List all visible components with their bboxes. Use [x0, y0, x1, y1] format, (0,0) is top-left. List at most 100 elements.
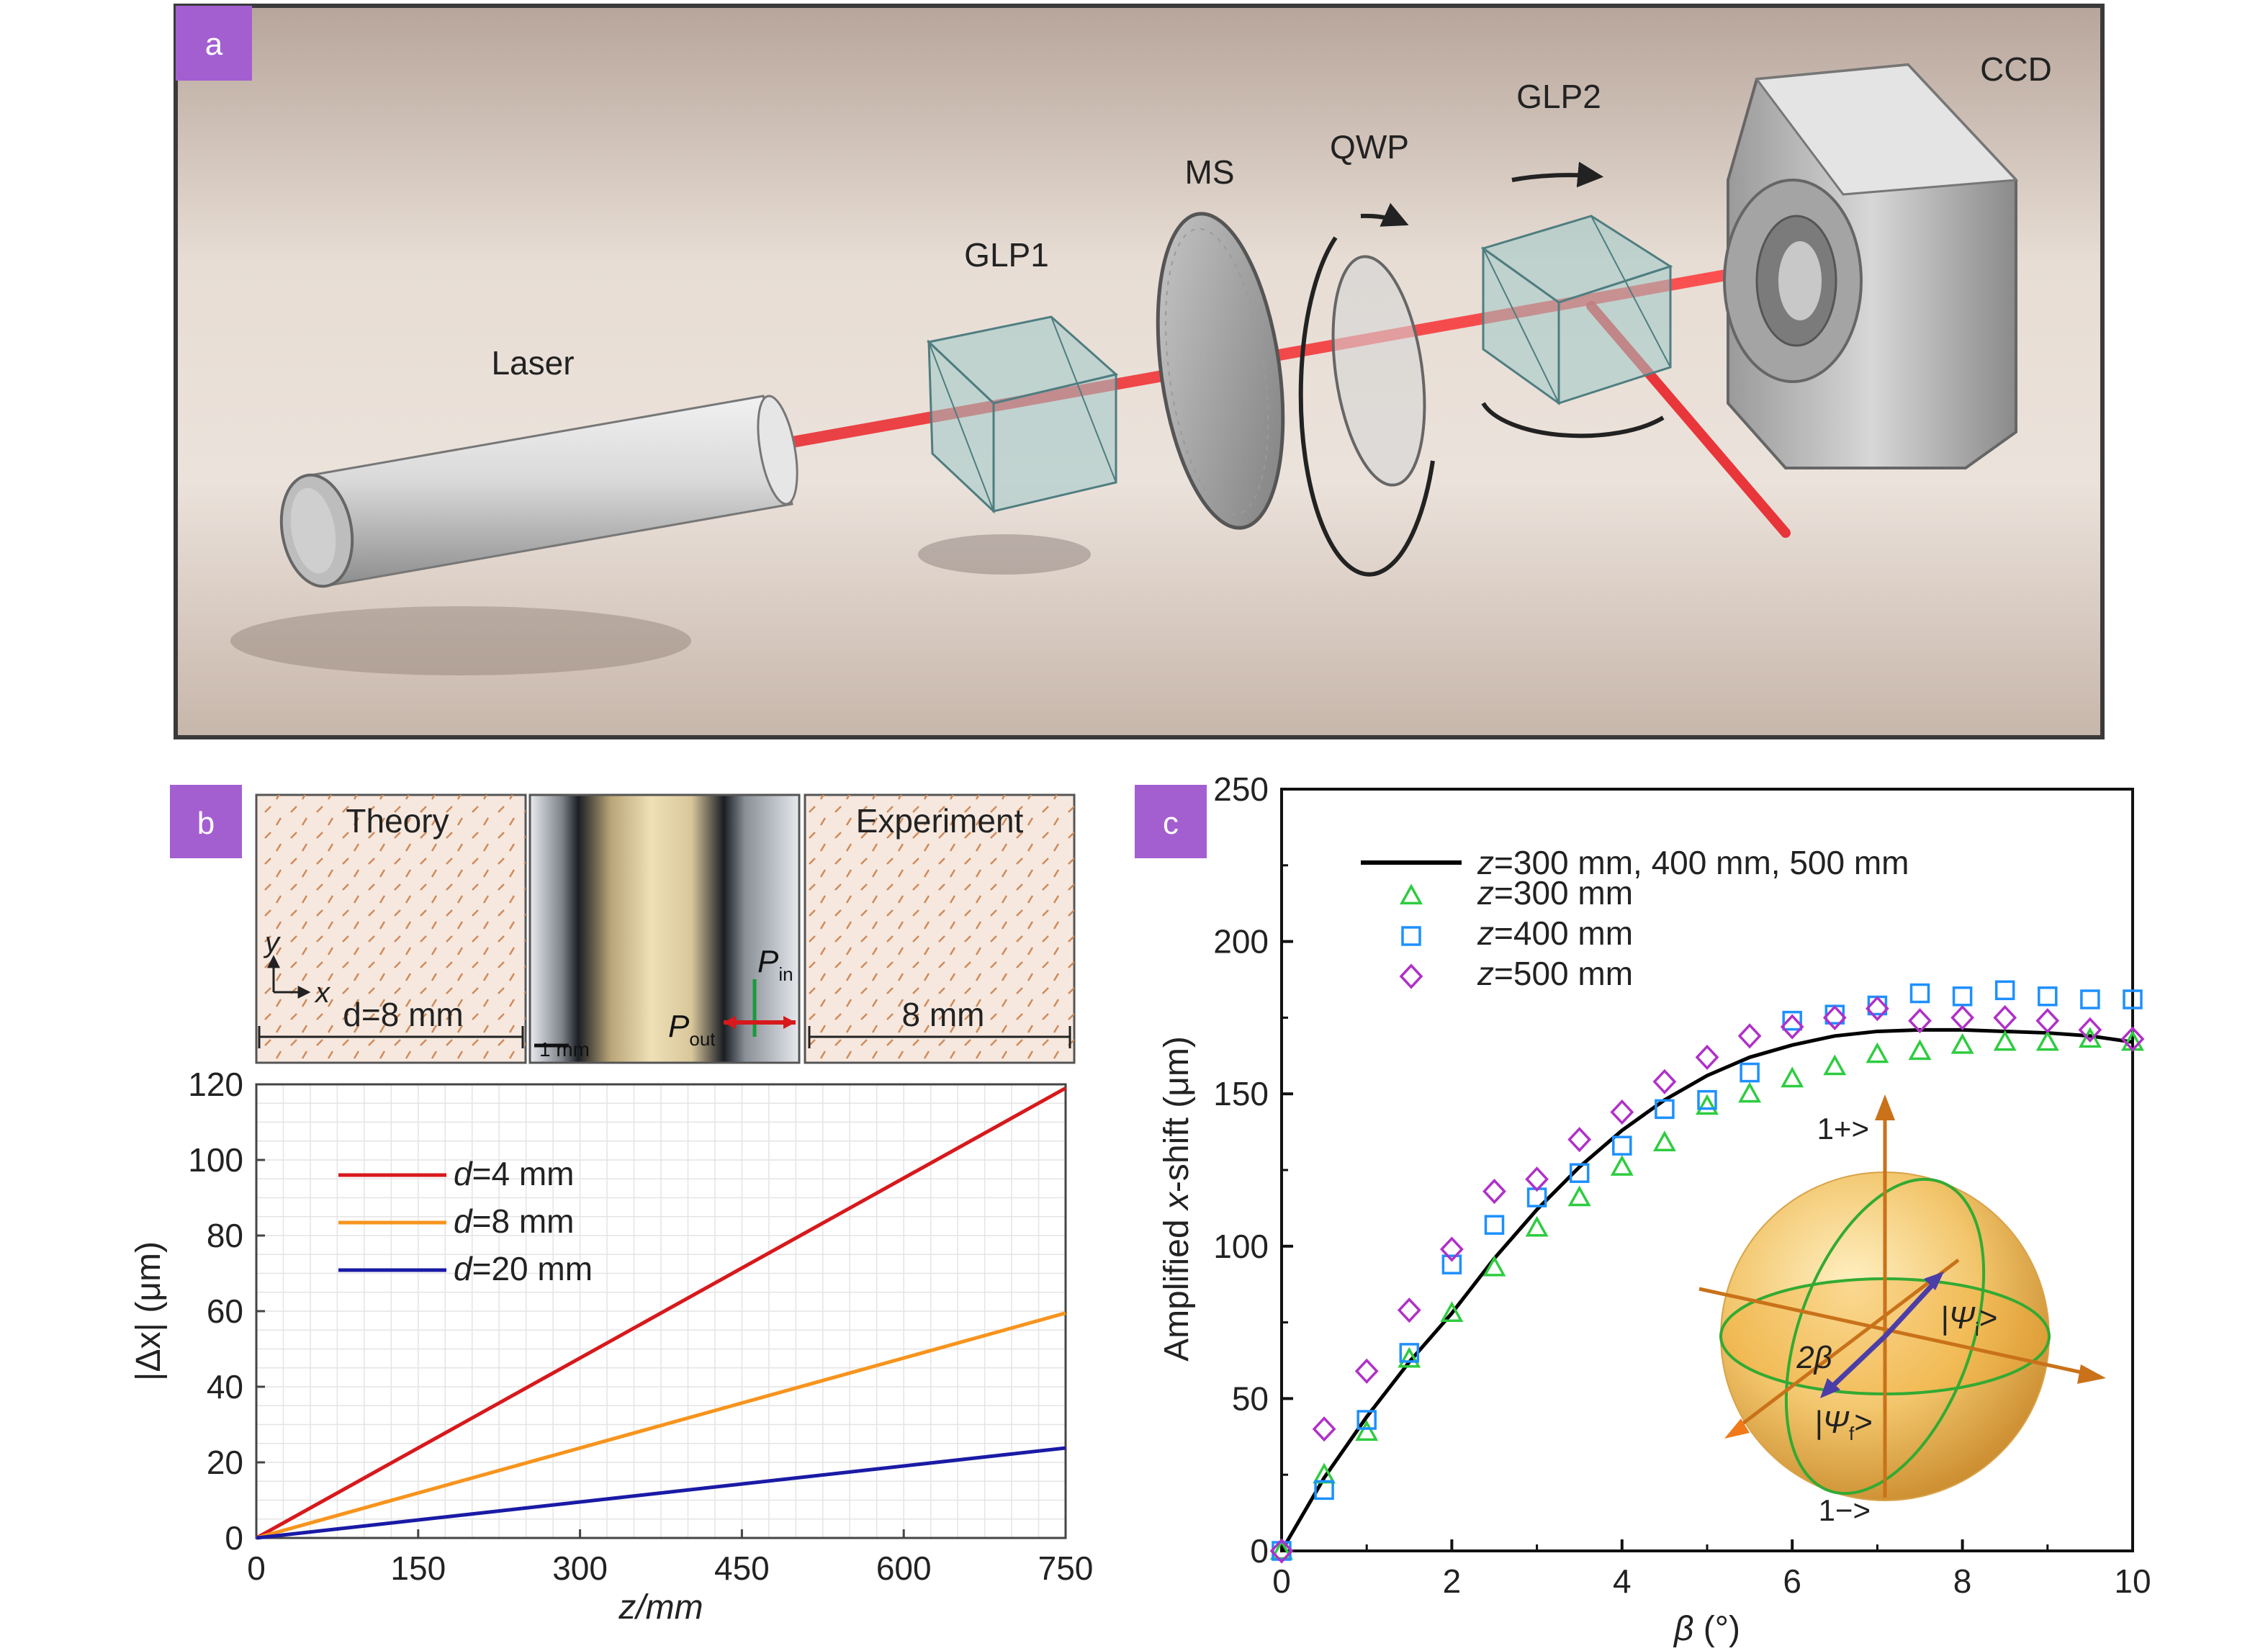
psi-f-label: |Ψf> — [1814, 1405, 1873, 1444]
x-axis-label-c: β (°) — [1673, 1610, 1740, 1648]
point-c-diamond — [1440, 1236, 1464, 1262]
point-c-triangle — [2035, 1030, 2059, 1051]
point-c-triangle — [1652, 1130, 1676, 1152]
y-tick-label-c: 250 — [1213, 770, 1269, 808]
point-c-triangle — [1398, 1346, 1421, 1368]
point-c-square — [1612, 1135, 1632, 1156]
legend-marker-c-1 — [1401, 926, 1421, 946]
legend-label-b-0-rest: =4 mm — [472, 1155, 575, 1192]
p-out-arrowhead-right — [783, 1016, 796, 1029]
laser-shadow — [230, 606, 691, 675]
label-ms: MS — [1185, 153, 1235, 191]
legend-label-b-0-var: d — [454, 1155, 473, 1192]
y-axis-label-c-pre: Amplified — [1158, 1210, 1196, 1362]
legend-label-c-line: z=300 mm, 400 mm, 500 mm — [1477, 844, 1909, 881]
theory-curve-c — [1279, 1027, 2133, 1552]
pole-bottom-label: 1−> — [1819, 1493, 1871, 1527]
point-c-diamond — [1312, 1416, 1336, 1442]
series-line-b-1 — [256, 1311, 1066, 1540]
legend-label-c-2-rest: =500 mm — [1494, 955, 1633, 992]
y-axis-label-c-var: x — [1158, 1191, 1196, 1211]
point-c-triangle — [1696, 1094, 1719, 1115]
psi-i-arrowhead-icon — [1924, 1272, 1944, 1290]
laser-device-icon — [279, 395, 798, 588]
glp2-rotation-arrow-icon — [1511, 161, 1604, 188]
y-tick-label-b: 0 — [225, 1519, 243, 1557]
point-c-square — [1655, 1099, 1675, 1120]
bloch-sphere-inset: 1+> 1−> 2β |Ψi> |Ψf> — [1698, 1094, 2106, 1527]
glp1-shadow — [918, 534, 1091, 575]
y-tick-label-b: 100 — [188, 1141, 243, 1179]
point-c-triangle — [1908, 1039, 1932, 1061]
point-c-square — [1994, 980, 2015, 1001]
p-out-arrowhead-left — [724, 1016, 736, 1029]
x-axis-label-b: z/mm — [618, 1588, 703, 1627]
legend-label-c-line-rest: =300 mm, 400 mm, 500 mm — [1494, 844, 1909, 881]
ccd-camera-icon — [1723, 63, 2019, 469]
panel-b: b Theory y x d=8 mm 1 mm Pin Pout — [130, 785, 1093, 1627]
y-tick-label-b: 40 — [207, 1368, 243, 1405]
point-c-diamond — [1695, 1044, 1719, 1070]
legend-label-b-2-rest: =20 mm — [472, 1250, 593, 1287]
y-tick-label-b: 80 — [207, 1217, 243, 1254]
point-c-diamond — [1737, 1023, 1762, 1049]
theory-pattern: Theory y x d=8 mm — [255, 793, 527, 1064]
glp2-rotation-arc-icon — [1481, 402, 1665, 438]
legend-label-c-1-var: z — [1477, 914, 1494, 952]
point-c-square — [2080, 989, 2100, 1009]
horizontal-axis-arrowhead-icon — [2077, 1364, 2106, 1384]
point-c-triangle — [1950, 1033, 1974, 1054]
point-c-diamond — [2078, 1017, 2102, 1043]
glp1-cube-icon — [926, 315, 1119, 514]
x-tick-label-c: 8 — [1953, 1562, 1972, 1600]
panel-b-tag-label: b — [197, 806, 215, 841]
point-c-triangle — [1610, 1155, 1634, 1176]
legend-label-b-0: d=4 mm — [454, 1155, 574, 1192]
y-tick-label-c: 100 — [1213, 1228, 1269, 1265]
point-c-square — [1441, 1254, 1462, 1274]
point-c-square — [2038, 986, 2058, 1007]
legend-label-c-2-var: z — [1477, 955, 1494, 992]
point-c-triangle — [1738, 1081, 1762, 1103]
x-tick-label-b: 750 — [1038, 1549, 1094, 1587]
x-tick-label-b: 450 — [714, 1549, 770, 1587]
experiment-pattern: Experiment 8 mm — [804, 793, 1076, 1064]
legend-marker-c-2 — [1399, 963, 1423, 989]
scale-bar-label: 1 mm — [539, 1038, 590, 1061]
y-axis-label-b: |Δx| (μm) — [130, 1241, 168, 1381]
point-c-square — [1952, 986, 1973, 1007]
legend-label-c-0-rest: =300 mm — [1494, 874, 1633, 912]
point-c-diamond — [1610, 1099, 1634, 1125]
vertical-axis-arrowhead-icon — [1875, 1094, 1895, 1120]
point-c-diamond — [1866, 996, 1889, 1022]
legend-label-c-1: z=400 mm — [1477, 914, 1633, 952]
point-c-square — [1484, 1215, 1505, 1235]
legend-label-b-2-var: d — [454, 1250, 473, 1287]
point-c-triangle — [1781, 1066, 1804, 1088]
legend-label-c-line-var: z — [1477, 844, 1494, 881]
psi-f-vector — [1827, 1334, 1887, 1392]
panel-c-tag — [1135, 785, 1207, 858]
microscope-image: 1 mm Pin Pout — [528, 793, 801, 1064]
legend-label-b-1-rest: =8 mm — [472, 1202, 575, 1240]
point-c-diamond — [2120, 1026, 2145, 1052]
point-c-triangle — [1355, 1420, 1379, 1441]
legend-label-c-0-var: z — [1477, 874, 1494, 912]
x-tick-label-c: 6 — [1783, 1562, 1801, 1600]
panel-a-tag-label: a — [205, 27, 223, 62]
y-tick-label-b: 20 — [207, 1444, 243, 1481]
point-c-triangle — [1525, 1215, 1549, 1237]
point-c-triangle — [1440, 1301, 1464, 1323]
legend-label-c-0: z=300 mm — [1477, 874, 1633, 912]
axis-y-label: y — [263, 927, 282, 958]
point-c-square — [1569, 1163, 1590, 1183]
point-c-diamond — [1397, 1297, 1421, 1323]
panel-b-tag — [170, 785, 242, 858]
label-qwp: QWP — [1330, 128, 1409, 166]
point-c-square — [1399, 1343, 1420, 1363]
p-in-label: Pin — [757, 944, 793, 985]
sphere-depth-axis — [1734, 1259, 1960, 1431]
sphere-horizontal-axis — [1698, 1287, 2089, 1376]
